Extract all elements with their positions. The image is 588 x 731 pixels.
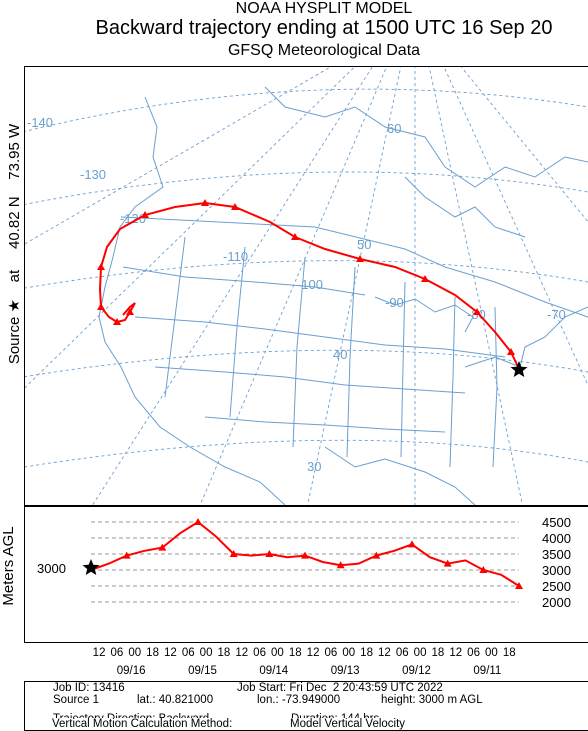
- altitude-marker: [265, 550, 274, 557]
- source-height-value: height: 3000 m AGL: [381, 694, 483, 706]
- source-lat: 40.82 N: [6, 196, 23, 249]
- altitude-tick-label: 2000: [542, 595, 571, 610]
- time-hour-label: 06: [396, 647, 409, 659]
- altitude-start-star-icon: [82, 559, 100, 575]
- title-trajectory: Backward trajectory ending at 1500 UTC 1…: [95, 17, 553, 39]
- lon-label-100: -100: [297, 277, 323, 292]
- time-hour-label: 18: [146, 647, 159, 659]
- longitude-gridlines: [25, 67, 588, 505]
- lon-label-140: -140: [27, 115, 53, 130]
- lat-label-60: 60: [387, 121, 401, 136]
- latitude-gridlines: [25, 88, 588, 468]
- vertical-motion-value: Model Vertical Velocity: [290, 718, 406, 730]
- altitude-marker: [194, 518, 202, 525]
- altitude-marker: [515, 582, 523, 589]
- altitude-marker: [408, 540, 416, 548]
- time-hour-label: 18: [218, 647, 231, 659]
- altitude-marker: [158, 543, 167, 551]
- time-hour-label: 06: [325, 647, 338, 659]
- lat-label-50: 50: [357, 237, 371, 252]
- time-hour-label: 00: [485, 647, 498, 659]
- altitude-tick-label: 4500: [542, 515, 571, 530]
- time-hour-label: 00: [414, 647, 427, 659]
- coastlines-and-borders: [98, 86, 588, 505]
- time-hour-label: 06: [253, 647, 266, 659]
- lon-label-130: -130: [80, 167, 106, 182]
- lon-label-120: -120: [120, 211, 146, 226]
- time-hour-label: 00: [271, 647, 284, 659]
- grid-labels: -140 -130 -120 -110 -100 -90 -80 -70 60 …: [27, 115, 566, 474]
- lon-label-90: -90: [385, 295, 404, 310]
- vertical-motion-method: Vertical Motion Calculation Method:: [52, 718, 233, 730]
- time-hour-label: 00: [342, 647, 355, 659]
- title-model: NOAA HYSPLIT MODEL: [235, 0, 413, 17]
- time-hour-label: 06: [467, 647, 480, 659]
- time-hour-label: 18: [432, 647, 445, 659]
- source-word: Source: [6, 316, 23, 365]
- source-lon: 73.95 W: [6, 123, 23, 180]
- time-date-label: 09/13: [331, 665, 360, 677]
- at-word: at: [6, 269, 23, 283]
- altitude-marker: [336, 561, 345, 569]
- lat-label-30: 30: [307, 459, 321, 474]
- source-star-icon: [510, 361, 528, 377]
- time-hour-label: 18: [360, 647, 373, 659]
- time-date-labels: 09/16 09/15 09/14 09/13 09/12 09/11: [117, 665, 502, 677]
- altitude-panel: 4500 4000 3500 3000 2500 2000 3000: [24, 506, 588, 643]
- time-hour-label: 12: [307, 647, 320, 659]
- altitude-markers: [122, 518, 523, 589]
- trajectory-markers: [97, 199, 515, 355]
- altitude-marker: [372, 551, 381, 559]
- title-met-data: GFSQ Meteorological Data: [227, 42, 421, 59]
- time-hour-label: 12: [235, 647, 248, 659]
- lon-label-110: -110: [223, 249, 248, 264]
- altitude-tick-label: 3000: [542, 563, 571, 578]
- time-hour-label: 12: [164, 647, 177, 659]
- time-hour-label: 06: [111, 647, 124, 659]
- star-icon: ★: [6, 299, 23, 313]
- time-hour-labels: 12 06 00 18 12 06 00 18 12 06 00 18 12 06 00 18 12 06 00 18…: [93, 647, 516, 659]
- altitude-marker: [479, 566, 488, 573]
- time-date-label: 09/11: [473, 665, 501, 677]
- job-start: Job Start: Fri Dec 2 20:43:59 UTC 2022: [237, 682, 443, 694]
- source-name: Source 1: [53, 694, 100, 706]
- altitude-tick-label: 2500: [542, 579, 571, 594]
- source-location-label: Source ★ at 40.82 N 73.95 W: [5, 54, 25, 434]
- trajectory-path: [98, 201, 520, 370]
- altitude-marker: [229, 550, 238, 557]
- time-hour-label: 12: [378, 647, 391, 659]
- source-lat-value: lat.: 40.821000: [137, 694, 214, 706]
- time-hour-label: 06: [182, 647, 195, 659]
- trajectory-map: -140 -130 -120 -110 -100 -90 -80 -70 60 …: [25, 67, 588, 505]
- altitude-axis-label: Meters AGL: [0, 526, 17, 606]
- start-height-label: 3000: [37, 561, 66, 576]
- time-hour-label: 00: [200, 647, 213, 659]
- source-lon-value: lon.: -73.949000: [257, 694, 341, 706]
- time-hour-label: 12: [449, 647, 462, 659]
- altitude-marker: [301, 551, 309, 559]
- altitude-marker: [122, 551, 131, 559]
- time-axis: 12 06 00 18 12 06 00 18 12 06 00 18 12 06 00 18 12 06 00 18…: [93, 647, 516, 677]
- time-hour-label: 00: [128, 647, 141, 659]
- altitude-marker: [443, 559, 452, 567]
- job-id: Job ID: 13416: [53, 682, 125, 694]
- time-date-label: 09/15: [188, 665, 217, 677]
- altitude-tick-label: 4000: [542, 531, 571, 546]
- map-panel: -140 -130 -120 -110 -100 -90 -80 -70 60 …: [24, 66, 588, 506]
- altitude-tick-label: 3500: [542, 547, 571, 562]
- lat-label-40: 40: [333, 347, 347, 362]
- lon-label-70: -70: [547, 307, 566, 322]
- time-hour-label: 12: [93, 647, 106, 659]
- time-date-label: 09/16: [117, 665, 146, 677]
- time-hour-label: 18: [289, 647, 302, 659]
- time-date-label: 09/14: [259, 665, 288, 677]
- time-hour-label: 18: [503, 647, 516, 659]
- time-date-label: 09/12: [402, 665, 431, 677]
